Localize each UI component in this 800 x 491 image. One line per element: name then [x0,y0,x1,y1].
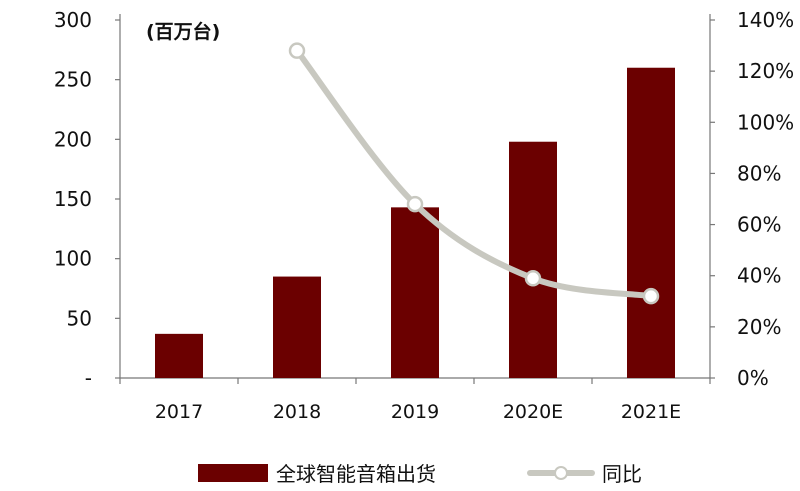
bar-2021E [627,67,675,378]
legend-bar-swatch [198,464,268,482]
bar-2017 [155,333,203,378]
bar-2020E [509,141,557,378]
x-tick-label: 2021E [621,401,681,423]
y-left-tick-label: 200 [54,127,92,151]
y-right-tick-label: 20% [737,315,781,339]
yoy-line-series [288,42,660,305]
y-left-tick-label: - [85,366,92,390]
bars [155,67,675,378]
x-tick-label: 2018 [273,401,321,423]
y-right-tick-label: 100% [737,110,794,134]
y-right-tick-label: 0% [737,366,769,390]
y-right-tick-label: 60% [737,213,781,237]
yoy-point-2020E [524,270,542,287]
y-right-tick-label: 40% [737,264,781,288]
y-left-tick-label: 150 [54,187,92,211]
y-left-tick-label: 100 [54,247,92,271]
y-right-tick-label: 120% [737,59,794,83]
yoy-point-2018 [288,42,306,59]
x-tick-label: 2020E [503,401,563,423]
bar-2019 [391,207,439,378]
x-tick-label: 2017 [155,401,203,423]
legend-line-marker [554,466,568,480]
yoy-point-2021E [642,287,660,305]
unit-label: (百万台) [146,20,220,43]
legend-line-label: 同比 [602,462,642,486]
yoy-line-path [294,47,654,300]
y-left-tick-label: 50 [67,306,92,330]
x-tick-label: 2019 [391,401,439,423]
yoy-point-2019 [406,195,424,213]
axis-labels: - 50 100 150 200 250 300 0% 20% 40% 60% 80% 100% 120%… [54,8,794,423]
y-right-tick-label: 140% [737,8,794,32]
y-right-tick-label: 80% [737,161,781,185]
legend-bar-label: 全球智能音箱出货 [276,462,436,486]
bar-2018 [273,276,321,378]
y-left-tick-label: 250 [54,68,92,92]
legend: 全球智能音箱出货 同比 [198,462,642,486]
y-left-tick-label: 300 [54,8,92,32]
